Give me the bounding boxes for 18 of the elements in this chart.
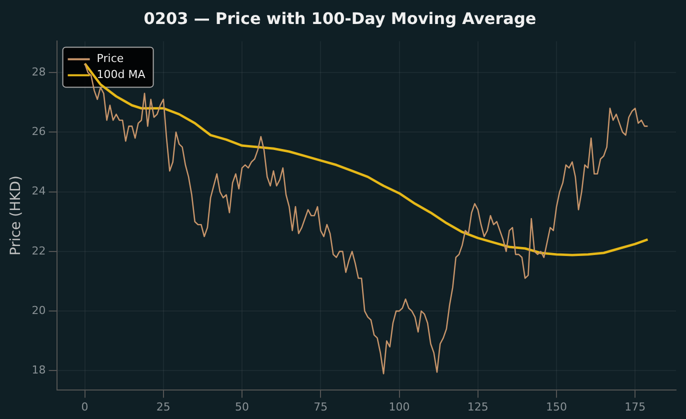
x-tick-label: 100 <box>388 400 410 414</box>
y-axis-title: Price (HKD) <box>8 175 24 256</box>
x-tick-label: 125 <box>467 400 488 414</box>
chart-title: 0203 — Price with 100-Day Moving Average <box>144 8 536 28</box>
x-tick-label: 25 <box>156 400 170 414</box>
legend-label: 100d MA <box>96 68 146 82</box>
y-tick-label: 18 <box>32 364 46 377</box>
x-tick-label: 50 <box>235 400 250 414</box>
x-tick-label: 175 <box>624 400 646 414</box>
y-tick-label: 20 <box>32 304 46 317</box>
y-tick-label: 26 <box>32 125 46 138</box>
legend-label: Price <box>96 52 124 66</box>
y-tick-label: 22 <box>32 244 46 258</box>
y-tick-label: 24 <box>32 184 46 198</box>
x-tick-label: 75 <box>314 400 328 414</box>
x-tick-label: 0 <box>81 400 88 414</box>
y-tick-label: 28 <box>32 65 46 78</box>
x-tick-label: 150 <box>546 400 567 414</box>
